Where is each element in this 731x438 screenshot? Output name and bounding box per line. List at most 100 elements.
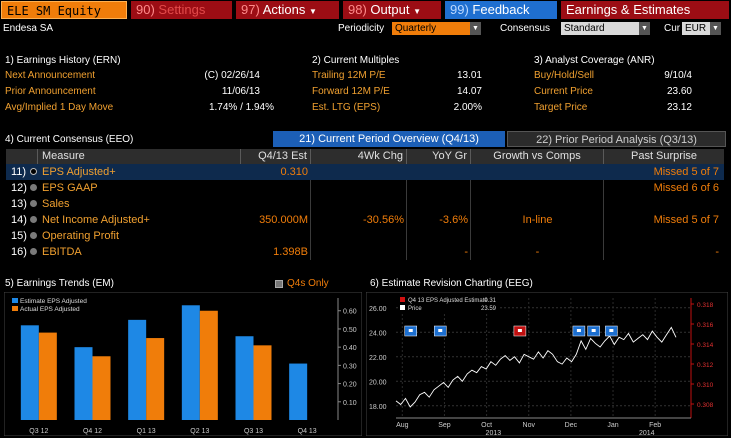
- multiples-label: Trailing 12M P/E: [312, 70, 386, 81]
- settings-menu[interactable]: 90) Settings: [131, 1, 232, 19]
- consensus-select[interactable]: Standard: [561, 22, 639, 35]
- y-tick-label: 20.00: [369, 379, 387, 386]
- y-tick-label: 0.20: [343, 382, 357, 389]
- ern-title[interactable]: 1) Earnings History (ERN): [5, 55, 121, 66]
- table-header: 4Wk Chg: [311, 149, 407, 164]
- multiples-label: Est. LTG (EPS): [312, 102, 381, 113]
- bar: [253, 345, 272, 420]
- event-markers: [404, 325, 618, 337]
- legend-label: Estimate EPS Adjusted: [20, 298, 87, 305]
- legend-label: Actual EPS Adjusted: [20, 306, 80, 313]
- estimate-value: 1.398B: [273, 246, 308, 258]
- radio-button[interactable]: [30, 184, 37, 191]
- y2-tick-label: 0.310: [697, 382, 714, 389]
- yoy-growth: [407, 180, 468, 196]
- tab-current-period[interactable]: 21) Current Period Overview (Q4/13): [273, 131, 505, 147]
- table-row[interactable]: 12) EPS GAAP Missed 6 of 6: [6, 180, 724, 196]
- anr-value: 9/10/4: [664, 70, 692, 81]
- row-number: 12): [11, 182, 27, 194]
- past-surprise: [604, 196, 719, 212]
- event-marker-glyph: [408, 329, 413, 332]
- y-tick-label: 0.60: [343, 309, 357, 316]
- actions-menu[interactable]: 97) Actions ▼: [236, 1, 339, 19]
- row-number: 13): [11, 198, 27, 210]
- column-divider: [406, 164, 407, 260]
- measure-name: Operating Profit: [42, 230, 120, 242]
- past-surprise: Missed 5 of 7: [653, 166, 719, 178]
- ern-value: 11/06/13: [221, 86, 260, 97]
- ern-label: Prior Announcement: [5, 86, 96, 97]
- legend-box: [398, 295, 498, 313]
- radio-button[interactable]: [30, 232, 37, 239]
- event-marker-glyph: [438, 329, 443, 332]
- output-label: Output: [370, 2, 410, 17]
- legend-box: [10, 296, 90, 314]
- ern-label: Next Announcement: [5, 70, 96, 81]
- radio-button[interactable]: [30, 248, 37, 255]
- x-tick-label: Q3 13: [244, 428, 263, 435]
- y2-tick-label: 0.314: [697, 342, 714, 349]
- legend-value: 23.59: [481, 306, 497, 312]
- event-marker-glyph: [609, 329, 614, 332]
- table-row[interactable]: 16) EBITDA 1.398B - - -: [6, 244, 724, 260]
- toolbar: ELE SM Equity 90) Settings 97) Actions ▼…: [0, 0, 731, 20]
- ticker-field[interactable]: ELE SM Equity: [1, 1, 127, 19]
- chart-frame: [366, 292, 728, 436]
- chevron-down-icon[interactable]: ▼: [710, 22, 721, 35]
- event-marker-glyph: [576, 329, 581, 332]
- page-title: Earnings & Estimates: [561, 1, 729, 19]
- x-tick-label: Oct: [481, 422, 492, 429]
- bar: [181, 305, 200, 420]
- x-tick-label: Feb: [649, 422, 661, 429]
- estimate-value: [241, 228, 308, 244]
- yoy-growth: -: [464, 246, 468, 258]
- feedback-button[interactable]: 99) Feedback: [445, 1, 557, 19]
- y2-tick-label: 0.318: [697, 302, 714, 309]
- x-tick-label: Aug: [396, 422, 409, 429]
- chevron-down-icon[interactable]: ▼: [639, 22, 650, 35]
- bar: [20, 325, 39, 420]
- table-row[interactable]: 15) Operating Profit: [6, 228, 724, 244]
- 4wk-change: [311, 164, 404, 180]
- bar: [146, 338, 165, 420]
- settings-label: Settings: [158, 2, 206, 17]
- trends-title[interactable]: 5) Earnings Trends (EM): [5, 278, 114, 289]
- table-row[interactable]: 14) Net Income Adjusted+ 350.000M -30.56…: [6, 212, 724, 228]
- y2-tick-label: 0.308: [697, 402, 714, 409]
- x-axis: Q3 12 Q4 12 Q1 13 Q2 13 Q3 13 Q4 13: [29, 428, 317, 435]
- actions-number: 97): [241, 2, 260, 17]
- x-tick-label: Q3 12: [29, 428, 48, 435]
- consensus-title[interactable]: 4) Current Consensus (EEO): [5, 134, 134, 145]
- radio-button[interactable]: [30, 216, 37, 223]
- periodicity-select[interactable]: Quarterly: [392, 22, 470, 35]
- radio-button[interactable]: [30, 200, 37, 207]
- table-header: YoY Gr: [407, 149, 471, 164]
- x-year-label: 2014: [639, 430, 655, 436]
- radio-button[interactable]: [30, 168, 37, 175]
- tab-prior-period[interactable]: 22) Prior Period Analysis (Q3/13): [507, 131, 726, 147]
- revision-title[interactable]: 6) Estimate Revision Charting (EEG): [370, 278, 533, 289]
- x-year-label: 2013: [486, 430, 502, 436]
- y-tick-label: 0.50: [343, 327, 357, 334]
- periodicity-label: Periodicity: [338, 23, 385, 34]
- consensus-table: Measure Q4/13 Est 4Wk Chg YoY Gr Growth …: [6, 149, 724, 262]
- estimate-value: [241, 180, 308, 196]
- q4-only-label: Q4s Only: [287, 278, 329, 289]
- legend-swatch: [400, 305, 405, 310]
- bar: [289, 363, 308, 420]
- anr-title[interactable]: 3) Analyst Coverage (ANR): [534, 55, 655, 66]
- table-row[interactable]: 13) Sales: [6, 196, 724, 212]
- x-tick-label: Sep: [438, 422, 451, 429]
- currency-select[interactable]: EUR: [682, 22, 710, 35]
- y-tick-label: 0.30: [343, 363, 357, 370]
- y-tick-label: 24.00: [369, 330, 387, 337]
- bar: [199, 310, 218, 420]
- estimate-value: 0.310: [280, 166, 308, 178]
- output-menu[interactable]: 98) Output ▼: [343, 1, 441, 19]
- column-divider: [603, 164, 604, 260]
- q4-only-checkbox[interactable]: [275, 280, 283, 288]
- row-number: 14): [11, 214, 27, 226]
- chevron-down-icon[interactable]: ▼: [470, 22, 481, 35]
- table-row[interactable]: 11) EPS Adjusted+ 0.310 Missed 5 of 7: [6, 164, 724, 180]
